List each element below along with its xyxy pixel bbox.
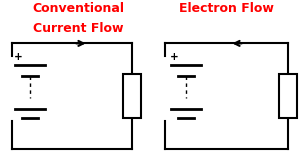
Bar — [279, 74, 297, 118]
Text: Conventional: Conventional — [32, 2, 124, 15]
Text: Electron Flow: Electron Flow — [179, 2, 274, 15]
Text: +: + — [14, 52, 23, 62]
Text: Current Flow: Current Flow — [33, 22, 123, 35]
Text: +: + — [170, 52, 179, 62]
Bar — [123, 74, 141, 118]
